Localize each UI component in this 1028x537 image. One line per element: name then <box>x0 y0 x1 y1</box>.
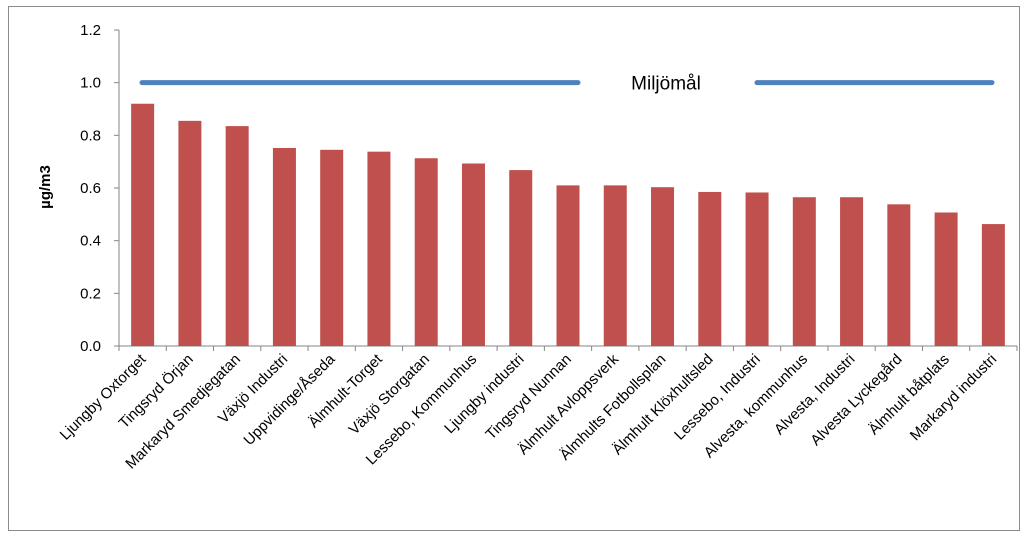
bar <box>934 212 958 346</box>
y-tick-label: 0.2 <box>80 285 101 302</box>
bar <box>651 187 675 346</box>
x-tick-label: Tingsryd Nunnan <box>482 351 574 443</box>
bar <box>887 204 911 346</box>
bars <box>131 103 1005 346</box>
y-axis: 0.0 0.2 0.4 0.6 0.8 1.0 1.2 <box>80 22 120 355</box>
bar <box>745 192 769 346</box>
bar <box>556 185 580 346</box>
y-tick-label: 0.4 <box>80 233 101 250</box>
bar <box>840 197 864 346</box>
y-axis-label: µg/m3 <box>37 165 54 209</box>
bar <box>509 170 533 346</box>
x-tick-label: Ljungby Oxtorget <box>57 350 150 443</box>
bar <box>981 224 1005 346</box>
y-tick-label: 1.2 <box>80 22 101 39</box>
y-tick-label: 0.6 <box>80 180 101 197</box>
bar <box>698 191 722 346</box>
x-tick-label: Markaryd industri <box>907 351 1000 444</box>
y-tick-label: 0.0 <box>80 338 101 355</box>
bar <box>225 126 249 346</box>
bar <box>272 147 296 346</box>
bar <box>320 149 344 346</box>
reference-line-label: Miljömål <box>631 74 701 95</box>
y-tick-label: 1.0 <box>80 75 101 92</box>
bar <box>178 120 202 346</box>
x-tick-label: Älmhult båtplats <box>865 351 952 438</box>
x-tick-label: Lessebo, Industri <box>671 351 764 444</box>
reference-line-group: Miljömål <box>139 74 995 95</box>
x-tick-label: Alvesta, Industri <box>771 351 858 438</box>
y-tick-label: 0.8 <box>80 127 101 144</box>
bar <box>792 197 816 346</box>
bar <box>414 158 438 346</box>
bar <box>603 185 627 346</box>
x-tick-label: Växjö Storgatan <box>346 351 434 439</box>
bar <box>367 151 391 346</box>
bar <box>131 103 155 346</box>
bar <box>461 163 485 346</box>
